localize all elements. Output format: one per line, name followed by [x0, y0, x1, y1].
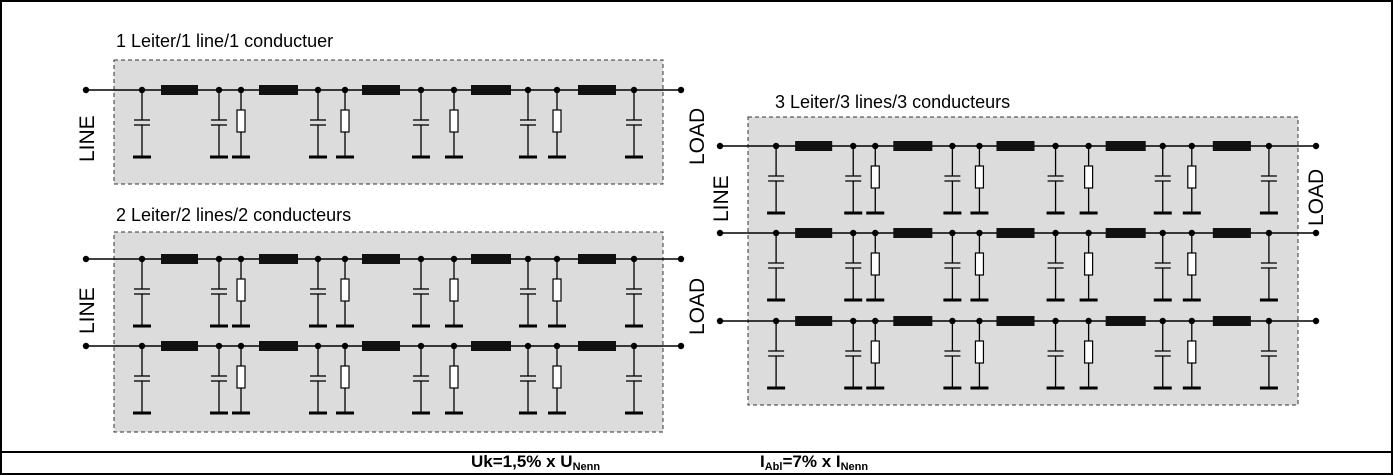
resistor — [974, 340, 985, 364]
junction-dot — [1312, 142, 1320, 150]
resistor — [1084, 340, 1094, 364]
resistor — [1084, 252, 1094, 276]
resistor — [340, 365, 350, 389]
resistor — [974, 252, 985, 276]
junction-dot — [677, 86, 685, 94]
panel-one-line-box — [113, 59, 664, 185]
inductor — [1105, 228, 1146, 238]
junction-dot — [82, 342, 90, 350]
panel-two-lines-title: 2 Leiter/2 lines/2 conducteurs — [116, 205, 352, 225]
resistor — [870, 165, 880, 189]
inductor — [362, 254, 400, 264]
inductor — [578, 85, 616, 95]
inductor — [362, 85, 400, 95]
inductor — [578, 254, 616, 264]
panel-one-line-title: 1 Leiter/1 line/1 conductuer — [116, 31, 334, 51]
resistor — [449, 365, 459, 389]
formula-i-main: I — [760, 452, 765, 471]
junction-dot — [82, 86, 90, 94]
inductor — [259, 341, 298, 351]
formula-uk: Uk=1,5% x UNenn — [471, 452, 600, 473]
line-label-three: LINE — [710, 175, 733, 222]
inductor — [1212, 141, 1251, 151]
resistor — [340, 278, 350, 302]
inductor — [471, 254, 511, 264]
junction-dot — [1312, 229, 1320, 237]
panel-three-lines-box — [747, 116, 1299, 406]
junction-dot — [716, 142, 724, 150]
resistor — [1187, 252, 1197, 276]
formula-bar: Uk=1,5% x UNenn IAbl=7% x INenn — [0, 452, 1393, 475]
inductor — [1212, 228, 1251, 238]
inductor — [1105, 141, 1146, 151]
formula-i-mid: =7% x I — [782, 452, 841, 471]
inductor — [259, 85, 298, 95]
resistor — [870, 340, 880, 364]
resistor — [974, 165, 985, 189]
inductor — [893, 141, 933, 151]
inductor — [795, 141, 833, 151]
resistor — [1187, 165, 1197, 189]
inductor — [996, 228, 1035, 238]
inductor — [259, 254, 298, 264]
junction-dot — [677, 255, 685, 263]
formula-uk-main: Uk=1,5% x U — [471, 452, 573, 471]
inductor — [996, 316, 1035, 326]
junction-dot — [677, 342, 685, 350]
inductor — [795, 316, 833, 326]
resistor — [340, 109, 350, 133]
junction-dot — [1312, 317, 1320, 325]
panel-two-lines-box — [113, 231, 664, 433]
resistor — [236, 109, 246, 133]
resistor — [449, 109, 459, 133]
resistor — [870, 252, 880, 276]
inductor — [578, 341, 616, 351]
load-label-one: LOAD — [686, 107, 709, 165]
junction-dot — [82, 255, 90, 263]
inductor — [1105, 316, 1146, 326]
resistor — [1084, 165, 1094, 189]
resistor — [1187, 340, 1197, 364]
load-label-three: LOAD — [1305, 168, 1328, 226]
inductor — [1212, 316, 1251, 326]
inductor — [996, 141, 1035, 151]
formula-i-sub2: Nenn — [840, 461, 869, 473]
line-label-one: LINE — [76, 115, 99, 162]
resistor — [552, 365, 562, 389]
junction-dot — [716, 229, 724, 237]
junction-dot — [716, 317, 724, 325]
formula-uk-sub: Nenn — [572, 461, 601, 473]
inductor — [161, 85, 198, 95]
inductor — [893, 316, 933, 326]
load-label-two: LOAD — [686, 277, 709, 335]
inductor — [161, 254, 198, 264]
inductor — [471, 341, 511, 351]
inductor — [161, 341, 198, 351]
filter-circuits — [82, 85, 1320, 415]
resistor — [449, 278, 459, 302]
resistor — [552, 278, 562, 302]
inductor — [893, 228, 933, 238]
formula-i: IAbl=7% x INenn — [760, 452, 868, 473]
inductor — [471, 85, 511, 95]
resistor — [552, 109, 562, 133]
formula-i-sub1: Abl — [764, 461, 783, 473]
inductor — [362, 341, 400, 351]
resistor — [236, 278, 246, 302]
line-label-two: LINE — [76, 287, 99, 334]
panel-three-lines-title: 3 Leiter/3 lines/3 conducteurs — [775, 92, 1011, 112]
inductor — [795, 228, 833, 238]
resistor — [236, 365, 246, 389]
